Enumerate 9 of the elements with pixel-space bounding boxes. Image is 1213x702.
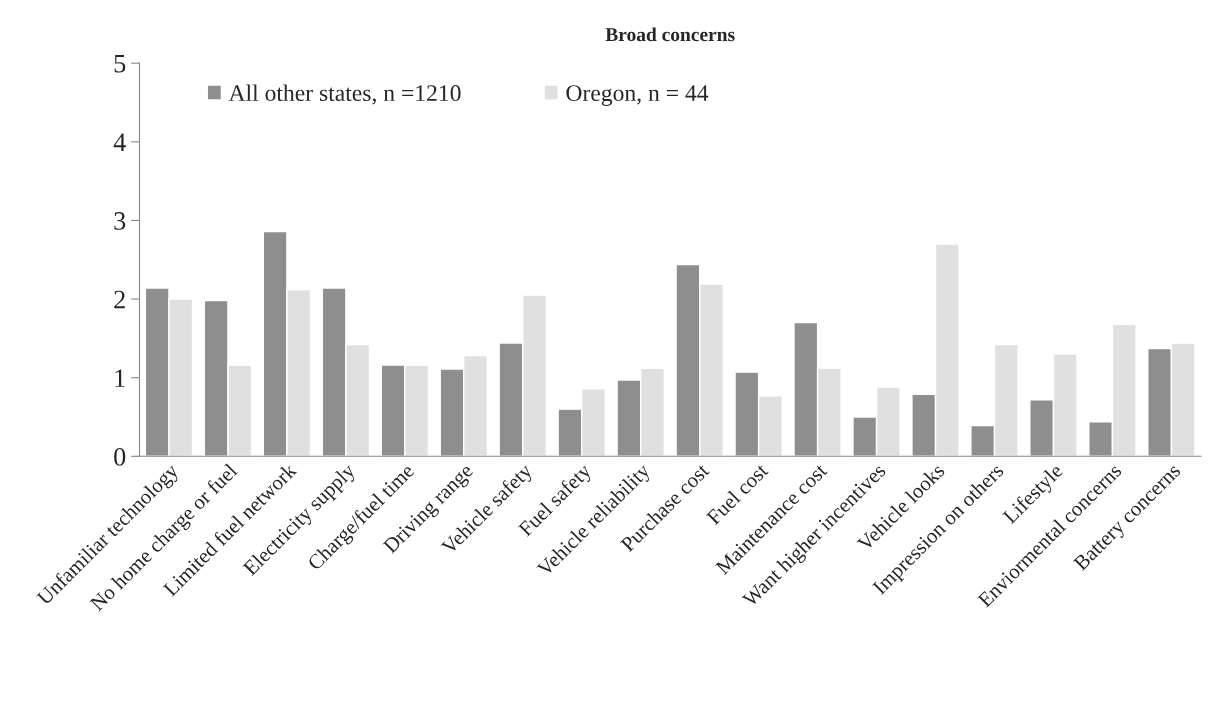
legend-label: Oregon, n = 44 bbox=[566, 85, 709, 106]
y-tick-label: 0 bbox=[114, 447, 126, 466]
chart-title: Broad concerns bbox=[605, 27, 735, 42]
y-tick-label: 4 bbox=[113, 133, 126, 151]
y-tick-label: 3 bbox=[114, 212, 126, 230]
y-tick-label: 1 bbox=[115, 369, 125, 387]
legend-label: All other states, n =1210 bbox=[228, 84, 461, 105]
y-tick-label: 5 bbox=[114, 55, 126, 73]
y-tick-label: 2 bbox=[114, 290, 125, 309]
